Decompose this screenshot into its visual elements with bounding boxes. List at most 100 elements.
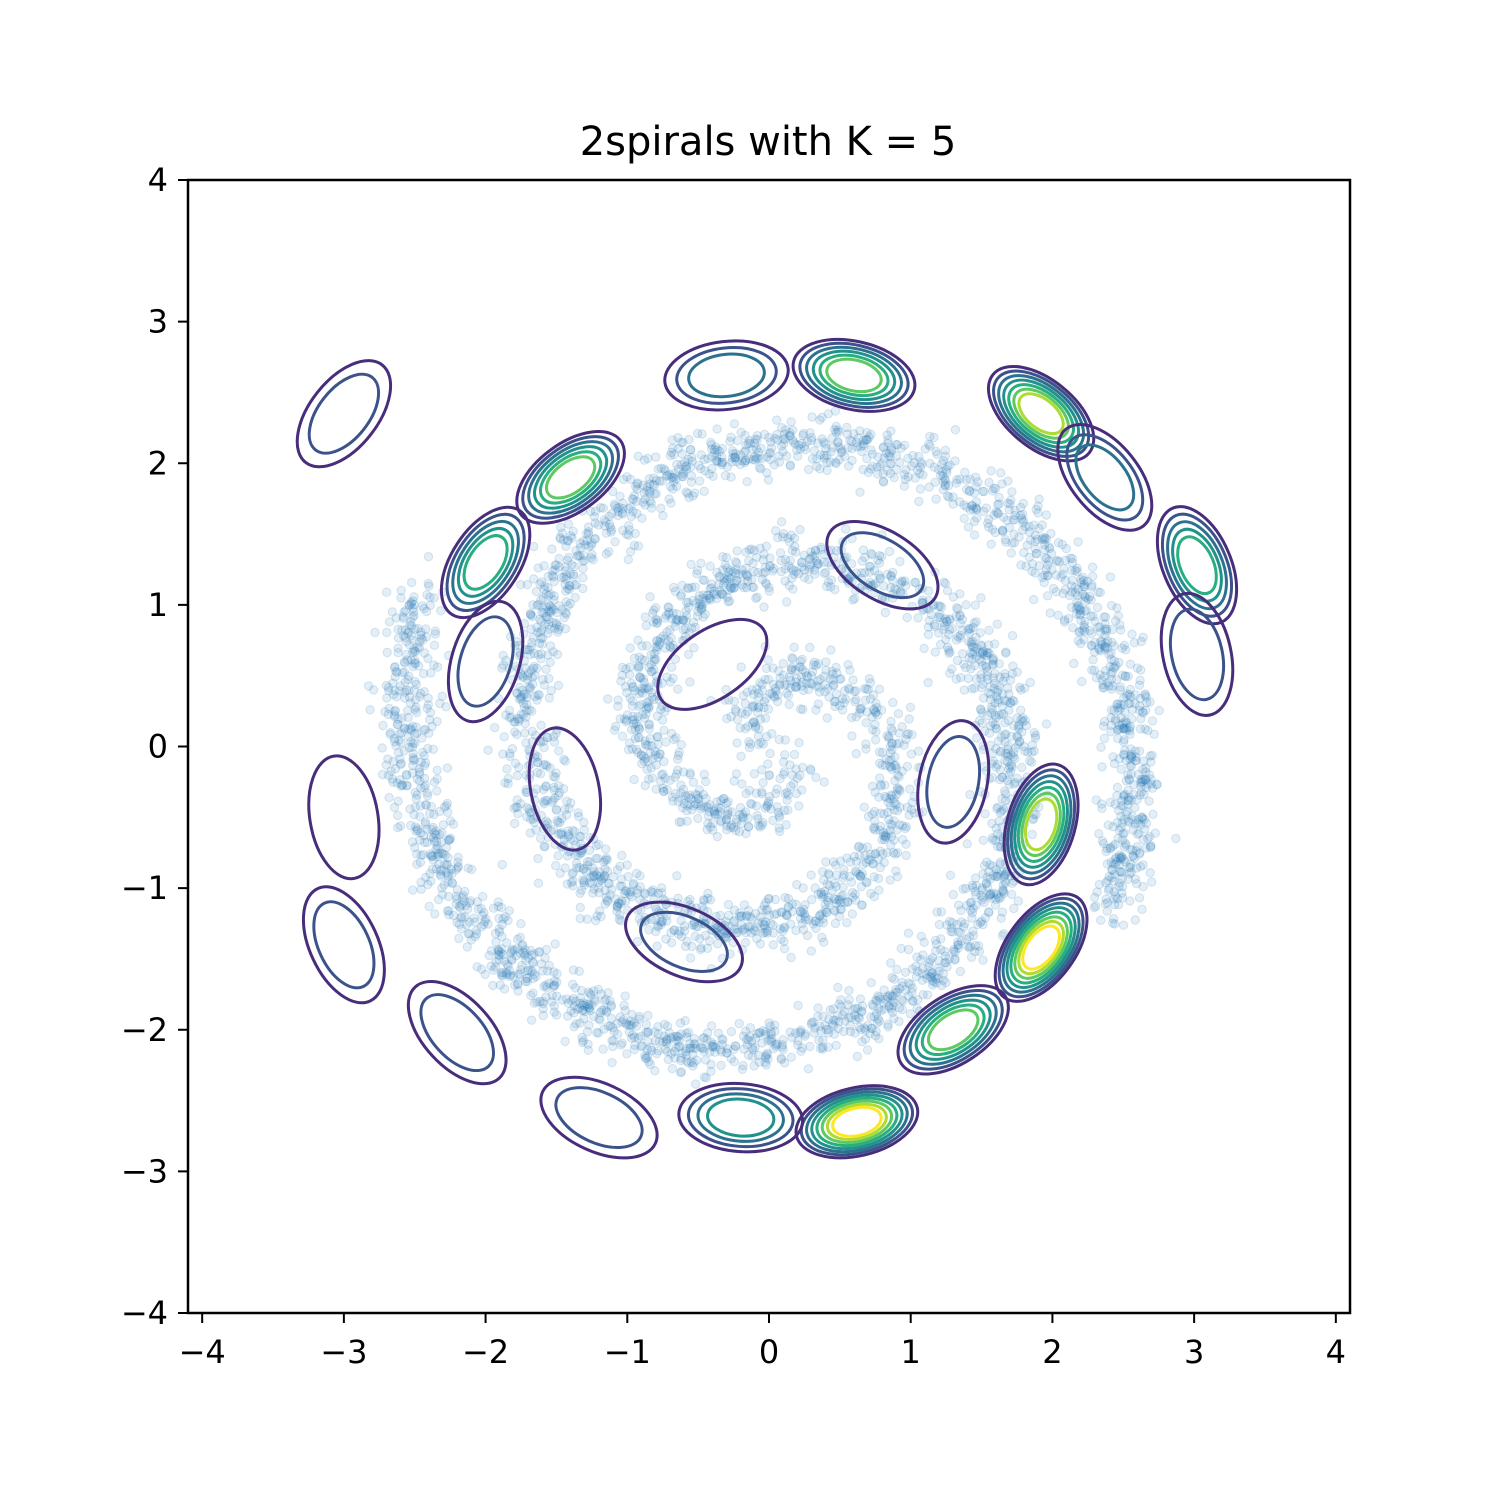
density-contour [1159,591,1235,717]
scatter-point [424,901,434,912]
scatter-point [1123,795,1134,805]
scatter-point [575,888,585,898]
scatter-point [1003,476,1013,486]
scatter-point [989,678,1000,689]
scatter-point [1034,494,1044,504]
scatter-point [685,445,696,455]
scatter-point [1130,698,1140,709]
scatter-point [607,885,617,895]
scatter-point [560,804,570,815]
scatter-point [617,731,628,741]
scatter-point [993,499,1003,510]
scatter-point [1136,787,1147,797]
scatter-point [460,886,470,897]
scatter-point [526,990,536,1001]
scatter-point [685,953,696,963]
scatter-point [705,895,716,905]
scatter-point [862,1045,873,1055]
scatter-point [478,891,488,902]
scatter-point [378,769,388,780]
scatter-point [717,1040,728,1050]
scatter-point [716,815,726,826]
scatter-point [629,540,639,551]
scatter-point [996,468,1006,478]
scatter-point [592,1027,602,1038]
scatter-point [1097,639,1107,650]
scatter-point [866,464,876,474]
scatter-point [845,871,855,882]
scatter-point [1113,611,1124,621]
scatter-point [1112,791,1122,801]
scatter-point [1001,537,1011,547]
scatter-point [722,825,732,835]
scatter-point [774,680,785,691]
scatter-point [942,491,953,501]
scatter-point [544,673,554,684]
scatter-point [560,756,570,766]
scatter-point [745,1022,756,1033]
scatter-point [902,729,912,740]
scatter-point [524,681,534,692]
scatter-point [529,661,539,672]
scatter-point [710,447,720,458]
scatter-point [1071,609,1082,619]
scatter-point [759,920,770,931]
scatter-point [632,484,642,494]
scatter-point [691,921,701,932]
density-contour [1166,520,1228,611]
scatter-point [1096,915,1106,925]
scatter-point [887,738,897,748]
scatter-point [750,455,760,465]
scatter-point [651,760,661,770]
scatter-point [977,708,987,718]
scatter-point [1126,795,1137,805]
scatter-point [679,926,690,936]
scatter-point [750,722,761,733]
scatter-point [800,912,811,922]
scatter-point [733,928,743,938]
scatter-point [744,742,755,753]
scatter-point [856,703,866,713]
scatter-point [692,1055,702,1066]
scatter-point [940,958,950,968]
scatter-point [639,756,649,766]
scatter-point [1102,859,1113,869]
scatter-point [794,440,804,450]
scatter-point [744,737,754,747]
scatter-point [483,919,493,929]
scatter-point [891,799,901,810]
scatter-point [1099,838,1109,849]
scatter-point [768,940,778,950]
scatter-point [548,604,559,615]
scatter-point [942,467,952,478]
scatter-point [1124,774,1134,784]
scatter-point [711,442,721,452]
scatter-point [667,435,677,445]
scatter-point [962,900,972,911]
scatter-point [1108,822,1118,832]
scatter-point [1121,718,1132,728]
scatter-point [623,872,633,882]
scatter-point [737,1064,748,1075]
scatter-point [715,910,725,921]
scatter-point [1126,761,1137,771]
scatter-point [425,715,435,725]
scatter-point [1088,571,1098,581]
scatter-point [871,735,881,745]
scatter-point [770,894,781,905]
scatter-point [895,786,905,796]
scatter-point [888,848,899,858]
scatter-point [740,456,751,466]
scatter-point [960,467,970,477]
scatter-point [858,859,868,870]
scatter-point [699,802,709,813]
scatter-point [1147,877,1157,887]
scatter-point [769,460,779,470]
scatter-point [536,654,546,664]
scatter-point [524,645,535,655]
scatter-point [514,694,524,704]
scatter-point [649,480,660,491]
scatter-point [483,745,493,755]
scatter-point [887,820,897,830]
scatter-point [831,1040,841,1051]
